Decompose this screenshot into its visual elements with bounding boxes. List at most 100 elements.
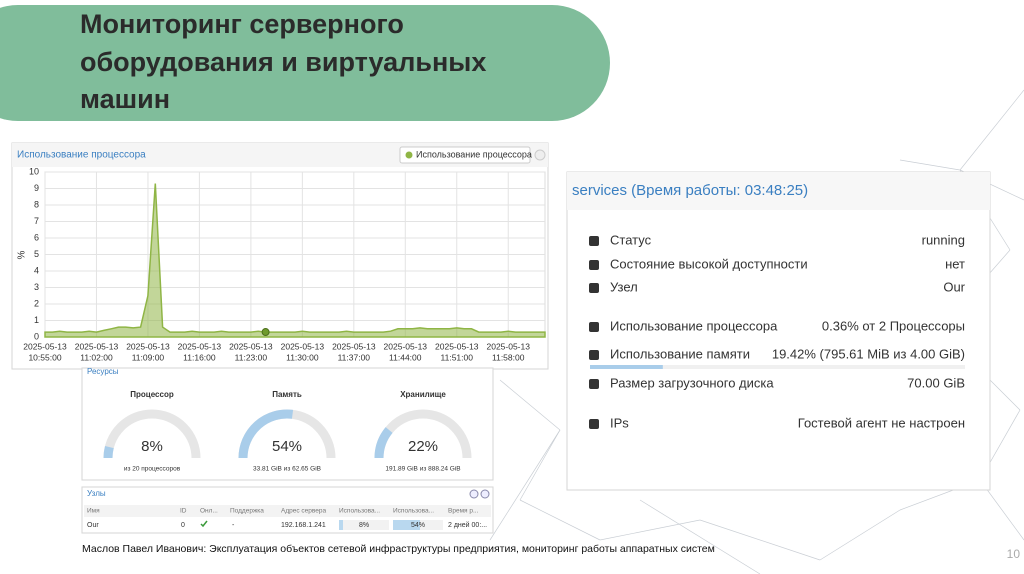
x-tick-label: 2025-05-13	[332, 341, 376, 351]
y-tick-label: 8	[34, 199, 39, 209]
row-value: 19.42% (795.61 MiB из 4.00 GiB)	[772, 346, 965, 361]
row-value: 0.36% от 2 Процессоры	[822, 318, 965, 333]
column-header: Имя	[87, 508, 100, 515]
services-title: services (Время работы: 03:48:25)	[572, 182, 808, 199]
row-value: 70.00 GiB	[907, 375, 965, 390]
y-tick-label: 9	[34, 183, 39, 193]
gauge-fill	[103, 445, 114, 459]
cell: Our	[87, 522, 99, 529]
memory-bar	[590, 365, 663, 369]
gauge-label: 8%	[141, 438, 163, 455]
row-label: IPs	[610, 415, 629, 430]
resources-panel	[81, 367, 494, 481]
column-header: Адрес сервера	[281, 508, 327, 515]
hover-point	[261, 328, 270, 337]
y-tick-label: 3	[34, 282, 39, 292]
page-number: 10	[1007, 547, 1021, 561]
y-tick-label: 7	[34, 216, 39, 226]
gauge-fill	[374, 427, 393, 459]
usage-track	[339, 520, 389, 530]
x-tick-label: 11:51:00	[441, 352, 474, 362]
x-tick-label: 2025-05-13	[435, 341, 479, 351]
x-tick-label: 2025-05-13	[126, 341, 170, 351]
x-tick-label: 11:37:00	[338, 352, 371, 362]
cell: -	[232, 522, 235, 529]
gauge-name: Процессор	[130, 390, 174, 399]
panel-title: Ресурсы	[87, 367, 119, 376]
x-tick-label: 2025-05-13	[229, 341, 273, 351]
row-icon	[589, 379, 599, 389]
x-tick-label: 2025-05-13	[75, 341, 119, 351]
panel-tool[interactable]	[534, 149, 546, 161]
row-label: Статус	[610, 232, 652, 247]
y-tick-label: 0	[34, 331, 39, 341]
row-icon	[589, 322, 599, 332]
x-tick-label: 11:58:00	[492, 352, 525, 362]
usage-bar	[393, 520, 420, 530]
x-tick-label: 10:55:00	[28, 352, 61, 362]
cell: 2 дней 00:...	[448, 521, 487, 529]
column-header: ID	[180, 508, 187, 515]
row-label: Размер загрузочного диска	[610, 375, 774, 390]
row-icon	[589, 419, 599, 429]
column-header: Использова...	[393, 508, 434, 515]
slide-title: Мониторинг серверного оборудования и вир…	[80, 9, 486, 114]
row-icon	[589, 350, 599, 360]
online-check	[200, 520, 208, 528]
row-icon	[589, 260, 599, 270]
gauges: Процессор 8% из 20 процессоров Память 54% 33.…	[103, 390, 472, 473]
nodes-table: Имя ID Онл... Поддержка Адрес сервера Использ…	[87, 508, 487, 530]
services-panel	[566, 171, 991, 491]
gauge-name: Память	[272, 390, 302, 399]
services-list: Статус running Состояние высокой доступнос…	[589, 232, 966, 430]
title-line: оборудования и виртуальных	[80, 47, 486, 77]
row-label: Использование процессора	[610, 318, 778, 333]
gauge-track	[103, 409, 201, 459]
table-header	[84, 505, 491, 517]
panel-tool[interactable]	[469, 489, 479, 499]
gauge-detail: из 20 процессоров	[124, 466, 181, 473]
row-value: running	[922, 232, 965, 247]
row-icon	[589, 283, 599, 293]
y-tick-label: 5	[34, 249, 39, 259]
column-header: Использова...	[339, 508, 380, 515]
row-label: Использование памяти	[610, 346, 750, 361]
x-tick-label: 11:16:00	[183, 352, 216, 362]
row-value: нет	[945, 256, 965, 271]
y-tick-label: 2	[34, 298, 39, 308]
x-tick-label: 2025-05-13	[23, 341, 67, 351]
cpu-plot: 0123456789102025-05-1310:55:002025-05-13…	[23, 166, 546, 362]
legend-box[interactable]	[399, 146, 531, 164]
x-tick-label: 2025-05-13	[384, 341, 428, 351]
cell: 0	[181, 522, 185, 529]
usage-label: 8%	[359, 522, 369, 529]
legend-swatch	[405, 151, 413, 159]
row-value: Our	[943, 279, 965, 294]
gauge-name: Хранилище	[400, 390, 446, 399]
usage-label: 54%	[411, 522, 425, 529]
title-line: Мониторинг серверного	[80, 9, 404, 39]
legend-label: Использование процессора	[416, 149, 532, 159]
usage-bar	[339, 520, 343, 530]
gauge-detail: 191.89 GiB из 888.24 GiB	[385, 466, 460, 473]
column-header: Время р...	[448, 508, 479, 515]
panel-tool[interactable]	[480, 489, 490, 499]
panel-title: Использование процессора	[17, 150, 146, 161]
x-tick-label: 11:02:00	[80, 352, 113, 362]
column-header: Поддержка	[230, 508, 264, 515]
memory-track	[590, 365, 965, 369]
y-tick-label: 10	[29, 166, 39, 176]
title-banner	[0, 5, 610, 121]
y-tick-label: 4	[34, 265, 39, 275]
gauge-fill	[238, 409, 294, 459]
cpu-area	[44, 183, 546, 338]
x-tick-label: 11:44:00	[389, 352, 422, 362]
footer: Маслов Павел Иванович: Эксплуатация объе…	[82, 543, 715, 555]
x-tick-label: 2025-05-13	[178, 341, 222, 351]
column-header: Онл...	[200, 508, 218, 515]
y-axis-label: %	[17, 250, 28, 259]
gauge-label: 54%	[272, 438, 302, 455]
row-value: Гостевой агент не настроен	[798, 415, 965, 430]
